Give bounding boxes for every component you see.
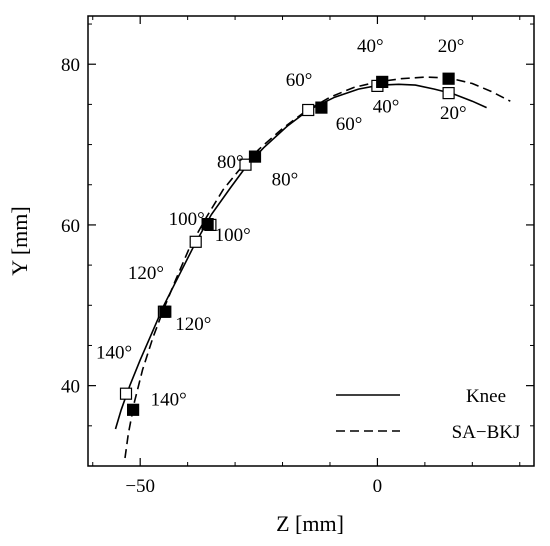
sa-bkj-angle-label: 20° bbox=[440, 103, 467, 124]
knee-angle-label: 80° bbox=[217, 152, 244, 173]
markers bbox=[119, 72, 455, 416]
legend-label-knee: Knee bbox=[466, 386, 506, 407]
sa-bkj-angle-label: 120° bbox=[175, 314, 211, 335]
sa-bkj-angle-label: 40° bbox=[373, 96, 400, 117]
knee-marker bbox=[239, 158, 252, 171]
sa-bkj-marker bbox=[315, 101, 328, 114]
y-tick-label: 40 bbox=[61, 377, 80, 398]
x-tick-label: −50 bbox=[125, 476, 155, 497]
knee-angle-label: 40° bbox=[357, 36, 384, 57]
series-lines bbox=[114, 76, 511, 459]
knee-marker bbox=[119, 387, 133, 400]
sa-bkj-marker bbox=[201, 218, 214, 231]
knee-marker bbox=[189, 235, 202, 248]
x-tick-label: 0 bbox=[373, 476, 383, 497]
sa-bkj-marker bbox=[248, 150, 262, 163]
y-axis-label: Y [mm] bbox=[7, 206, 32, 275]
sa-bkj-angle-label: 60° bbox=[336, 114, 363, 135]
x-axis-label: Z [mm] bbox=[276, 511, 344, 536]
y-tick-label: 60 bbox=[61, 216, 80, 237]
knee-marker bbox=[442, 86, 455, 100]
sa-bkj-marker bbox=[442, 72, 455, 85]
knee-angle-label: 60° bbox=[286, 70, 313, 91]
y-tick-label: 80 bbox=[61, 55, 80, 76]
knee-angle-label: 20° bbox=[438, 36, 465, 57]
ticks: −50 0 40 60 80 bbox=[61, 16, 534, 497]
sa-bkj-marker bbox=[159, 305, 172, 318]
knee-angle-label: 120° bbox=[128, 263, 164, 284]
sa-bkj-angle-label: 100° bbox=[215, 225, 251, 246]
legend-label-sa-bkj: SA−BKJ bbox=[452, 422, 521, 443]
sa-bkj-series-line bbox=[124, 76, 511, 459]
knee-angle-label: 100° bbox=[169, 209, 205, 230]
legend: Knee SA−BKJ bbox=[336, 386, 520, 443]
plot-frame bbox=[87, 15, 535, 467]
knee-angle-label: 140° bbox=[96, 342, 132, 363]
angle-annotations: 140° 120° 100° 80° 60° 40° 20° 140° 120° 100° 80° 6… bbox=[96, 36, 467, 411]
sa-bkj-angle-label: 80° bbox=[272, 170, 299, 191]
sa-bkj-marker bbox=[376, 75, 389, 89]
knee-marker bbox=[302, 103, 315, 117]
sa-bkj-angle-label: 140° bbox=[151, 390, 187, 411]
knee-series-line bbox=[114, 83, 487, 430]
sa-bkj-marker bbox=[126, 403, 140, 416]
